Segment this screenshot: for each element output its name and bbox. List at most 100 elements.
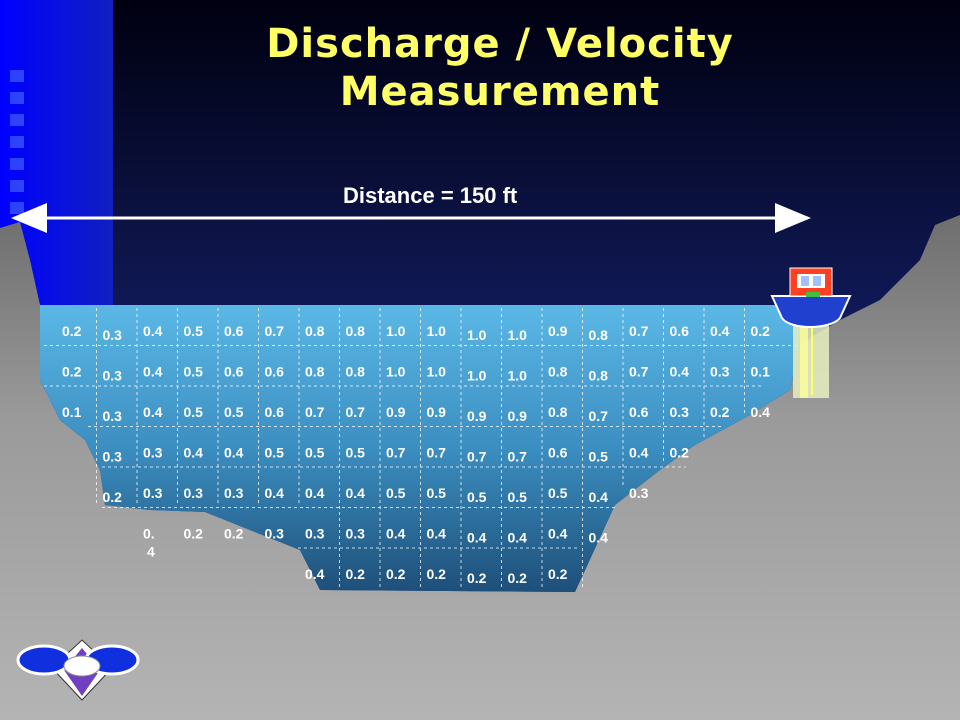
velocity-value: 1.0 <box>508 327 528 343</box>
velocity-value: 0.5 <box>589 449 609 465</box>
velocity-value: 0.5 <box>386 485 406 501</box>
velocity-value: 0.6 <box>629 404 649 420</box>
velocity-value: 0.3 <box>670 404 690 420</box>
velocity-value: 0.4 <box>143 364 163 380</box>
velocity-value: 0.6 <box>265 364 285 380</box>
velocity-value: 0.5 <box>184 404 204 420</box>
velocity-value: 0.8 <box>589 368 609 384</box>
velocity-value: 0.7 <box>305 404 325 420</box>
velocity-value: 0.2 <box>224 526 244 542</box>
velocity-value: 0.5 <box>265 445 285 461</box>
velocity-value: 0.7 <box>427 445 447 461</box>
distance-label: Distance = 150 ft <box>343 183 518 208</box>
velocity-value: 0.8 <box>346 323 366 339</box>
velocity-value: 0.4 <box>386 526 406 542</box>
flowmeter-logo-icon <box>16 639 140 701</box>
velocity-value: 0.5 <box>467 489 487 505</box>
velocity-value: 0.4 <box>629 445 649 461</box>
velocity-value: 0.2 <box>386 566 406 582</box>
velocity-value: 0.7 <box>265 323 285 339</box>
velocity-value: 0.2 <box>548 566 568 582</box>
velocity-value: 0.3 <box>710 364 730 380</box>
velocity-value: 0.5 <box>184 364 204 380</box>
velocity-value: 0.2 <box>427 566 447 582</box>
velocity-value: 0.2 <box>670 445 690 461</box>
velocity-value: 0.7 <box>346 404 366 420</box>
velocity-value: 0.3 <box>224 485 244 501</box>
velocity-value: 0.7 <box>386 445 406 461</box>
velocity-value: 0.8 <box>305 364 325 380</box>
velocity-value: 0.4 <box>143 404 163 420</box>
velocity-value: 0.5 <box>427 485 447 501</box>
velocity-value: 0.9 <box>548 323 568 339</box>
boat-icon <box>770 267 852 398</box>
velocity-value: 0.3 <box>143 445 163 461</box>
velocity-value: 0.8 <box>346 364 366 380</box>
velocity-value: 0.9 <box>508 408 528 424</box>
velocity-value: 0.4 <box>305 485 325 501</box>
velocity-value: 0.1 <box>62 404 82 420</box>
velocity-value: 0.4 <box>224 445 244 461</box>
velocity-value: 0.8 <box>548 404 568 420</box>
velocity-value: 0.9 <box>427 404 447 420</box>
velocity-value: 0.5 <box>548 485 568 501</box>
velocity-value: 0.7 <box>589 408 609 424</box>
velocity-value: 0.1 <box>751 364 771 380</box>
velocity-value: 0.5 <box>305 445 325 461</box>
velocity-value: 0.6 <box>670 323 690 339</box>
title-line-1: Discharge / Velocity <box>266 21 734 67</box>
velocity-value: 0.7 <box>508 449 528 465</box>
velocity-value: 0.4 <box>346 485 366 501</box>
velocity-value: 0.4 <box>427 526 447 542</box>
velocity-value: 0.3 <box>265 526 285 542</box>
velocity-value: 0.4 <box>548 526 568 542</box>
velocity-value: 1.0 <box>386 364 406 380</box>
velocity-value: 0.2 <box>62 364 82 380</box>
velocity-value: 0.4 <box>670 364 690 380</box>
velocity-value: 0.4 <box>589 489 609 505</box>
velocity-value: 0.4 <box>710 323 730 339</box>
slide-title: Discharge / Velocity Measurement <box>180 20 820 116</box>
velocity-value: 1.0 <box>467 368 487 384</box>
velocity-value: 0.2 <box>467 570 487 586</box>
velocity-value: 0.6 <box>224 364 244 380</box>
grid-lines <box>44 308 800 588</box>
velocity-value: 1.0 <box>508 368 528 384</box>
velocity-value: 0.4 <box>143 526 155 560</box>
velocity-value: 0.2 <box>103 489 123 505</box>
velocity-value: 0.4 <box>589 530 609 546</box>
velocity-value: 0.8 <box>589 327 609 343</box>
velocity-value: 0.2 <box>751 323 771 339</box>
velocity-value: 0.7 <box>629 364 649 380</box>
velocity-value: 0.4 <box>305 566 325 582</box>
velocity-value: 0.9 <box>467 408 487 424</box>
velocity-value: 0.2 <box>184 526 204 542</box>
velocity-value: 0.5 <box>508 489 528 505</box>
velocity-value: 0.3 <box>103 449 123 465</box>
title-line-2: Measurement <box>339 69 661 115</box>
velocity-value: 0.5 <box>346 445 366 461</box>
velocity-value: 0.4 <box>751 404 771 420</box>
velocity-value: 0.2 <box>508 570 528 586</box>
velocity-value: 0.3 <box>346 526 366 542</box>
velocity-value: 0.7 <box>629 323 649 339</box>
velocity-value: 0.7 <box>467 449 487 465</box>
velocity-value: 0.4 <box>265 485 285 501</box>
velocity-value: 1.0 <box>386 323 406 339</box>
velocity-value: 0.6 <box>548 445 568 461</box>
velocity-value: 0.3 <box>184 485 204 501</box>
river-bank <box>0 215 960 720</box>
velocity-value: 1.0 <box>467 327 487 343</box>
velocity-value: 0.3 <box>103 327 123 343</box>
velocity-value: 0.4 <box>184 445 204 461</box>
velocity-value: 1.0 <box>427 364 447 380</box>
velocity-value: 0.8 <box>548 364 568 380</box>
velocity-value: 0.2 <box>710 404 730 420</box>
velocity-value: 1.0 <box>427 323 447 339</box>
velocity-value: 0.5 <box>184 323 204 339</box>
velocity-value: 0.3 <box>629 485 649 501</box>
velocity-value: 0.6 <box>224 323 244 339</box>
velocity-value: 0.9 <box>386 404 406 420</box>
